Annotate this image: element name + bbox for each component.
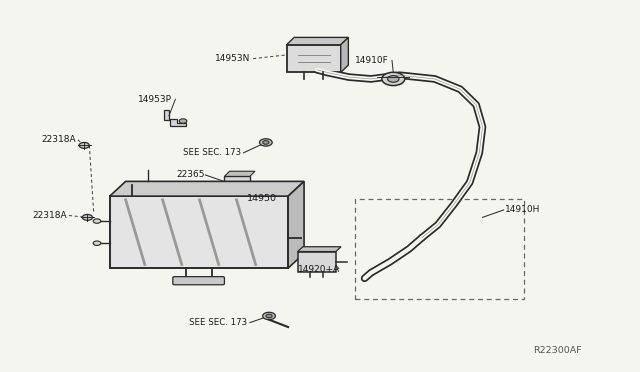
Text: SEE SEC. 173: SEE SEC. 173 [183, 148, 241, 157]
Polygon shape [164, 110, 186, 126]
Circle shape [382, 72, 404, 86]
Polygon shape [288, 182, 304, 268]
Text: SEE SEC. 173: SEE SEC. 173 [189, 318, 248, 327]
Bar [109, 196, 288, 268]
Circle shape [262, 312, 275, 320]
Circle shape [259, 139, 272, 146]
Bar [298, 251, 336, 272]
Text: R22300AF: R22300AF [534, 346, 582, 355]
Polygon shape [298, 247, 341, 251]
Text: 14953N: 14953N [215, 54, 250, 63]
Text: 22318A: 22318A [32, 211, 67, 220]
Text: 14950: 14950 [246, 195, 276, 203]
Bar [355, 199, 524, 299]
Polygon shape [109, 182, 304, 196]
Polygon shape [287, 38, 348, 45]
Circle shape [388, 76, 399, 82]
Circle shape [93, 241, 100, 246]
Circle shape [179, 119, 187, 123]
Text: 22318A: 22318A [41, 135, 76, 144]
Text: 14920+A: 14920+A [298, 264, 340, 273]
Bar [225, 176, 250, 187]
Text: 14910F: 14910F [355, 56, 388, 65]
Circle shape [262, 141, 269, 144]
Polygon shape [225, 171, 255, 176]
Text: 14953P: 14953P [138, 95, 172, 104]
Circle shape [83, 214, 93, 220]
Text: 14910H: 14910H [505, 205, 540, 215]
Bar [287, 45, 340, 73]
Text: 22365: 22365 [177, 170, 205, 179]
Circle shape [79, 142, 90, 148]
FancyBboxPatch shape [173, 277, 225, 285]
Circle shape [266, 314, 272, 318]
Polygon shape [340, 38, 348, 73]
Circle shape [93, 219, 100, 223]
